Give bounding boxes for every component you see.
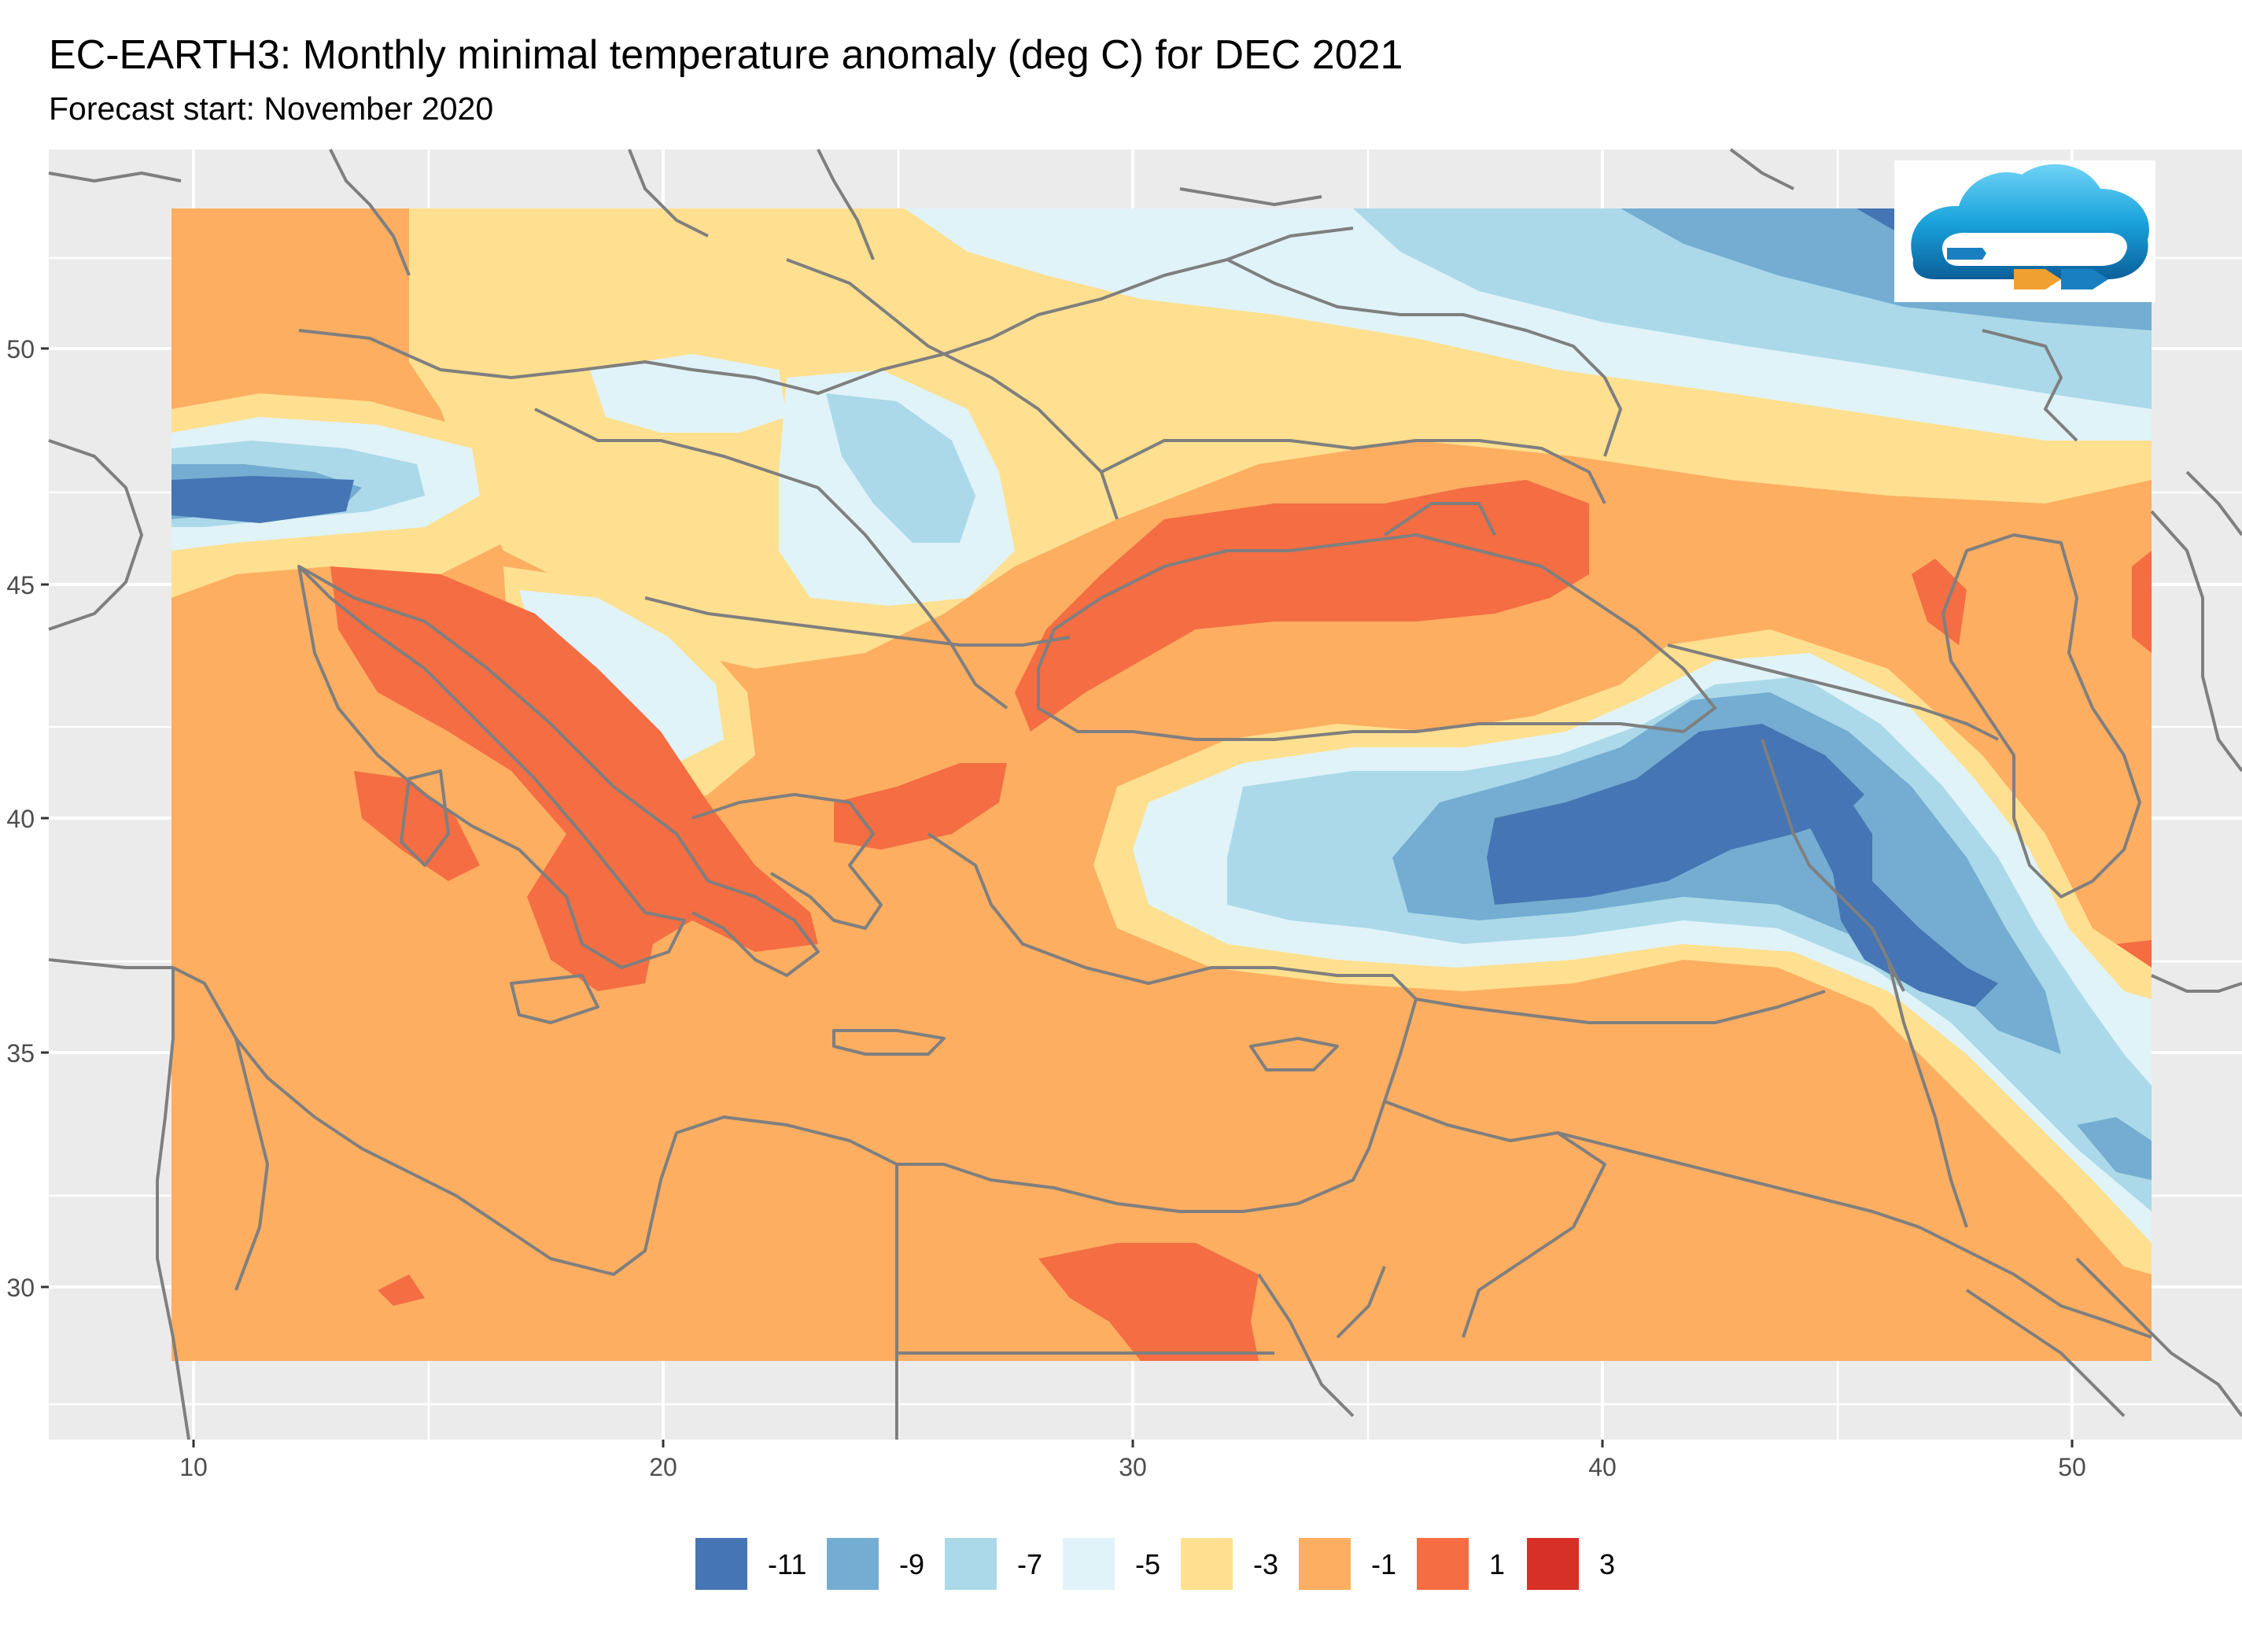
border-libya-tunisia [234,1038,269,1291]
contour-band-plus1-caspian [1912,559,1967,645]
y-tick-label: 30 [6,1274,35,1302]
contour-band-minus11-alps [171,476,354,523]
legend-label: -11 [768,1548,806,1580]
legend-swatch [1299,1538,1351,1590]
y-tick-label: 45 [6,571,35,599]
black-sea-coast [1037,533,1717,741]
greece-coastline [691,793,883,930]
y-tick-label: 35 [6,1039,35,1068]
border-turkey-east [1761,739,1905,992]
crete-coastline [832,1029,946,1056]
turkey-south-coast [927,832,1418,1001]
coastlines-borders [48,148,2242,1440]
legend-swatch [1181,1538,1233,1590]
cloud-logo-icon [1894,160,2155,302]
border-carpathians [534,407,1009,710]
contour-band-plus1-egypt [1038,1243,1259,1361]
cyprus-coastline [1249,1037,1339,1071]
contour-band-minus9-iran [2077,1117,2152,1180]
contour-band-minus5-hungary [590,354,787,433]
border-algeria [156,968,190,1440]
legend-label: -7 [1017,1548,1042,1580]
sardinia-coastline [400,769,450,867]
adriatic-coast [298,565,820,977]
contour-band-minus7-carpathians [826,393,975,543]
legend-swatch [1527,1538,1579,1590]
border-east-edge [2075,510,2242,1418]
border-syria-iraq [1415,990,1826,1024]
persian-gulf-coast [1919,1226,2152,1418]
y-tick-label: 50 [6,335,35,363]
legend-label: -9 [899,1548,924,1580]
caspian-coast [1941,533,2141,898]
x-tick-label: 50 [2058,1453,2086,1481]
y-tick-label: 40 [6,805,35,833]
contour-band-plus1-libya [378,1274,425,1306]
legend-label: 1 [1489,1548,1505,1580]
contour-band-minus11-zagros [1794,771,1998,1007]
legend-label: 3 [1599,1548,1615,1580]
legend: -11 -9 -7 -5 -3 -1 1 3 [695,1538,1615,1590]
x-tick-label: 10 [179,1453,208,1481]
x-tick-label: 20 [649,1453,677,1481]
contour-band-minus5-balkans [519,590,724,763]
border-north-top [48,148,2242,537]
sicily-coastline [510,974,599,1024]
border-poland [786,258,1119,520]
legend-swatch [1063,1538,1115,1590]
chart-title: EC-EARTH3: Monthly minimal temperature a… [49,32,1403,78]
x-tick-label: 40 [1588,1453,1617,1481]
legend-label: -1 [1371,1548,1396,1580]
axis-ticks [41,347,2074,1447]
chart-subtitle: Forecast start: November 2020 [49,90,494,127]
border-france [48,439,143,631]
border-ukraine [1101,439,1606,504]
legend-label: -3 [1253,1548,1278,1580]
border-central-europe [298,227,1354,395]
contour-band-minus9-turkey [1392,692,2061,1054]
italy-coastline [297,565,686,969]
x-tick-label: 30 [1119,1453,1147,1481]
contour-band-plus1-italy [330,566,818,991]
border-russia [1226,258,1622,457]
border-caucasus [1667,643,1999,741]
border-saudi-iraq [1557,1131,1920,1229]
azov-coast [1383,502,1496,537]
legend-label: -5 [1135,1548,1160,1580]
sinai-coast [1257,1266,1386,1418]
contour-band-plus1-aegean [834,763,1007,850]
legend-swatch [827,1538,879,1590]
border-jordan-saudi [1384,1100,1606,1338]
north-africa-coast [48,958,898,1276]
border-iraq-iran [1886,959,1968,1228]
contour-band-plus1-tyrrhenian [354,771,480,881]
contour-band-minus11-turkey [1487,724,1864,905]
legend-swatch [695,1538,747,1590]
contour-band-plus1-east [2132,551,2152,653]
border-danube [644,596,1071,647]
legend-swatch [945,1538,997,1590]
legend-swatch [1417,1538,1469,1590]
